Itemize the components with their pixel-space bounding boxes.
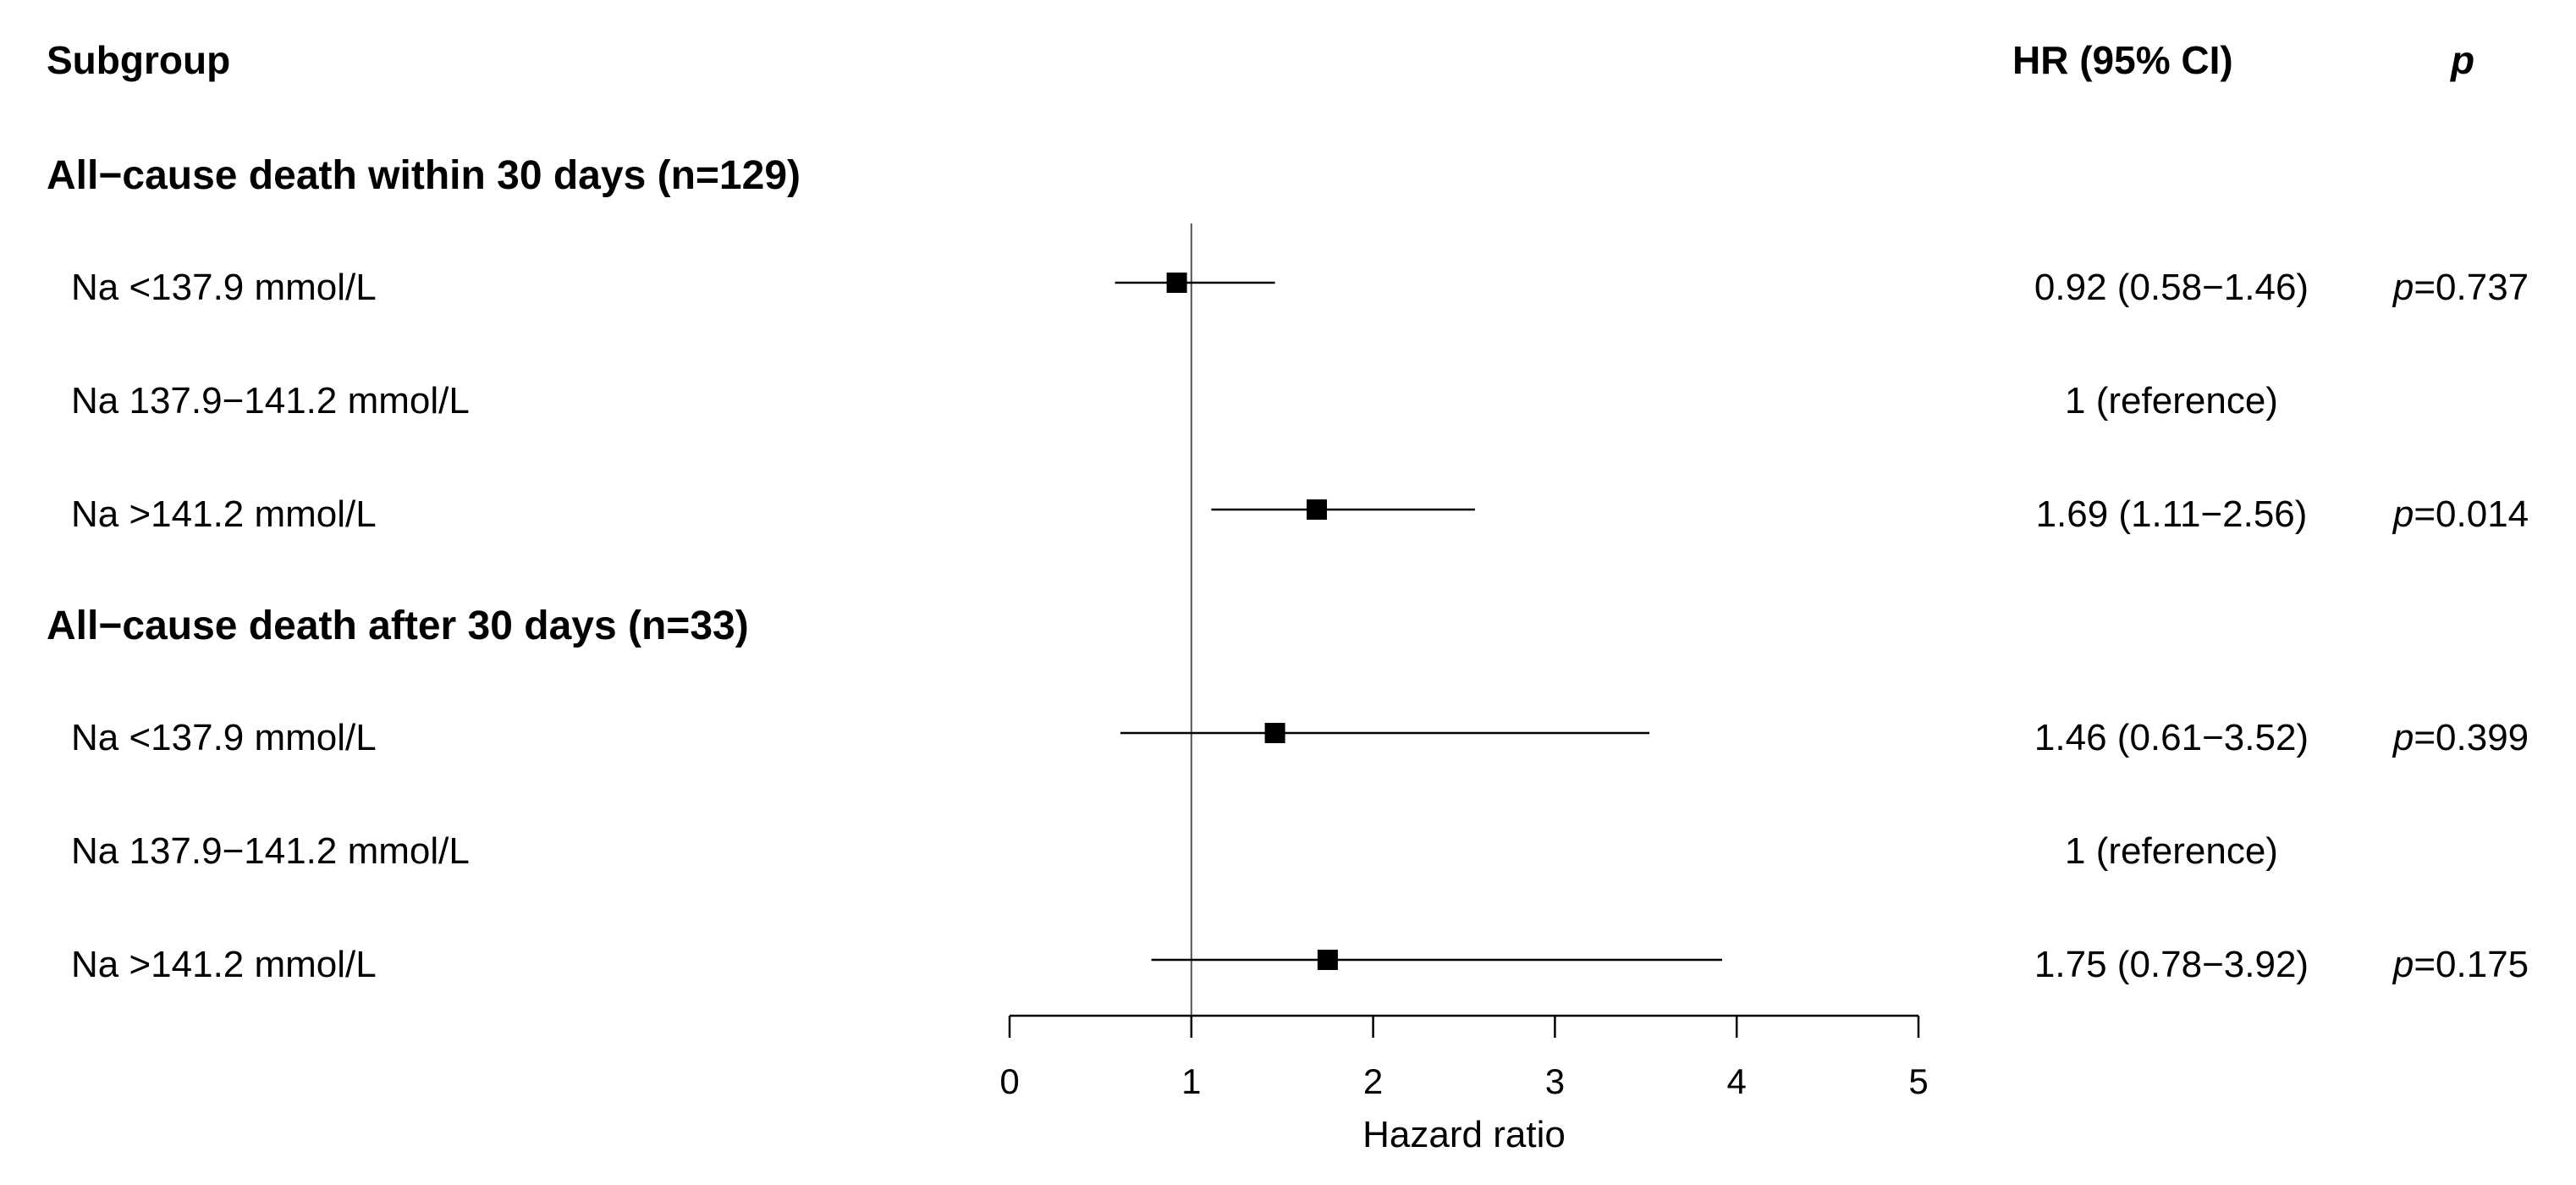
header-subgroup: Subgroup bbox=[47, 38, 231, 82]
row-label: Na >141.2 mmol/L bbox=[71, 493, 377, 535]
x-tick-label: 5 bbox=[1908, 1061, 1928, 1101]
header-hr-ci: HR (95% CI) bbox=[2012, 38, 2233, 82]
row-label: Na <137.9 mmol/L bbox=[71, 717, 377, 758]
p-prefix: p bbox=[2392, 944, 2414, 985]
p-text: =0.737 bbox=[2414, 267, 2529, 308]
row-label: Na 137.9−141.2 mmol/L bbox=[71, 380, 470, 422]
hr-ci-value: 1 (reference) bbox=[2065, 830, 2278, 872]
p-value: p=0.399 bbox=[2393, 719, 2529, 757]
p-value: p=0.014 bbox=[2393, 496, 2529, 533]
x-tick-label: 2 bbox=[1363, 1061, 1383, 1101]
x-tick-label: 0 bbox=[999, 1061, 1019, 1101]
p-text: =0.014 bbox=[2414, 493, 2529, 535]
x-tick-label: 4 bbox=[1727, 1061, 1747, 1101]
group-title-after-30-days: All−cause death after 30 days (n=33) bbox=[47, 604, 749, 648]
x-axis-label: Hazard ratio bbox=[1362, 1114, 1566, 1155]
x-tick-label: 3 bbox=[1545, 1061, 1565, 1101]
row-label: Na >141.2 mmol/L bbox=[71, 944, 377, 985]
hr-ci-value: 1.75 (0.78−3.92) bbox=[2034, 944, 2309, 985]
hr-point bbox=[1317, 950, 1338, 970]
p-value: p=0.175 bbox=[2393, 946, 2529, 984]
hr-ci-value: 1 (reference) bbox=[2065, 380, 2278, 422]
hr-ci-value: 1.46 (0.61−3.52) bbox=[2034, 717, 2309, 758]
group-title-within-30-days: All−cause death within 30 days (n=129) bbox=[47, 153, 801, 198]
p-value: p=0.737 bbox=[2393, 269, 2529, 306]
p-text: =0.175 bbox=[2414, 944, 2529, 985]
p-prefix: p bbox=[2392, 717, 2414, 758]
row-label: Na <137.9 mmol/L bbox=[71, 267, 377, 308]
hr-ci-value: 1.69 (1.11−2.56) bbox=[2035, 493, 2308, 535]
hr-point bbox=[1307, 499, 1328, 520]
hr-point bbox=[1166, 273, 1187, 293]
p-text: =0.399 bbox=[2414, 717, 2529, 758]
header-p: p bbox=[2451, 38, 2475, 82]
p-prefix: p bbox=[2392, 267, 2414, 308]
x-tick-label: 1 bbox=[1181, 1061, 1201, 1101]
p-prefix: p bbox=[2392, 493, 2414, 535]
row-label: Na 137.9−141.2 mmol/L bbox=[71, 830, 470, 872]
hr-ci-value: 0.92 (0.58−1.46) bbox=[2034, 267, 2309, 308]
hr-point bbox=[1264, 723, 1285, 743]
